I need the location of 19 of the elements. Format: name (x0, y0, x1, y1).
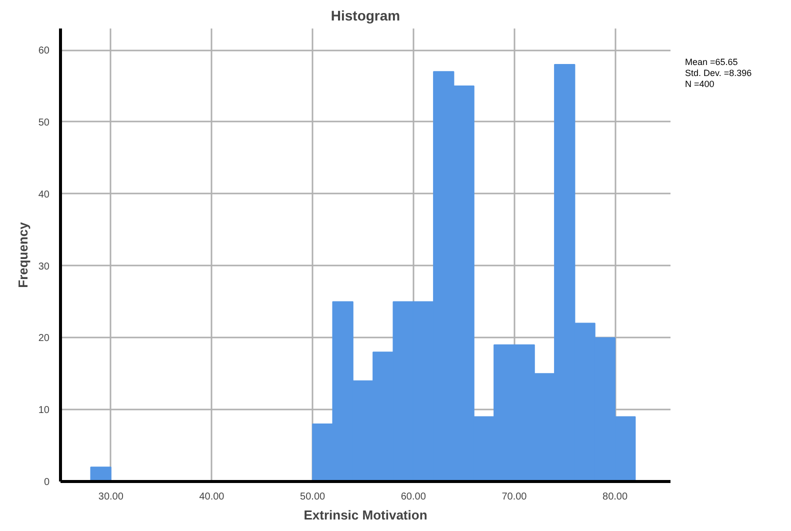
y-tick-label: 30 (38, 261, 50, 272)
y-tick-label: 0 (44, 477, 50, 488)
text: Std. Dev. =8.396 (685, 68, 752, 78)
y-axis-title: Frequency (15, 221, 30, 288)
x-axis-title: Extrinsic Motivation (304, 508, 428, 522)
text: Mean =65.65 (685, 57, 738, 67)
y-tick-label: 50 (38, 117, 50, 128)
text: N =400 (685, 79, 714, 89)
x-tick-label: 60.00 (400, 492, 426, 502)
x-tick-label: 70.00 (502, 492, 528, 502)
y-tick-label: 10 (38, 405, 50, 416)
x-tick-label: 80.00 (602, 492, 628, 502)
chart-title: Histogram (330, 8, 400, 24)
x-tick-label: 40.00 (199, 492, 225, 502)
y-tick-label: 60 (38, 46, 50, 57)
x-tick-label: 30.00 (98, 492, 124, 502)
x-tick-label: 50.00 (300, 492, 326, 502)
y-tick-label: 20 (38, 333, 50, 344)
y-tick-label: 40 (38, 189, 50, 200)
